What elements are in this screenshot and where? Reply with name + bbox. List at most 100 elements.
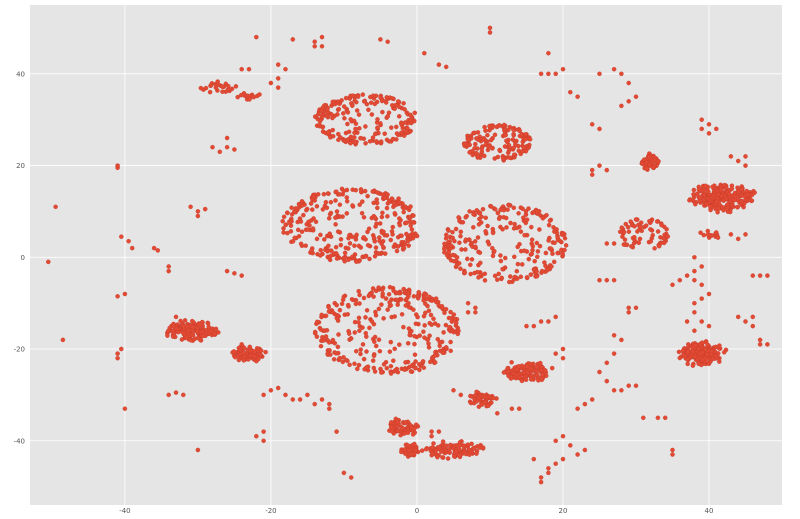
data-point <box>298 219 304 224</box>
data-point <box>491 395 496 401</box>
data-point <box>357 292 362 298</box>
data-point <box>670 447 675 453</box>
data-point <box>697 195 703 201</box>
data-point <box>408 112 413 118</box>
data-point <box>220 84 225 90</box>
data-point <box>511 127 516 132</box>
data-point <box>325 249 330 254</box>
data-point <box>312 39 317 44</box>
data-point <box>369 319 375 324</box>
data-point <box>699 319 704 324</box>
data-point <box>397 216 402 221</box>
data-point <box>402 447 408 452</box>
data-point <box>373 313 379 318</box>
data-point <box>443 306 449 312</box>
data-point <box>524 275 530 280</box>
data-point <box>757 342 763 347</box>
data-point <box>333 215 338 220</box>
data-point <box>290 37 296 42</box>
data-point <box>487 30 493 35</box>
data-point <box>359 210 365 216</box>
data-point <box>474 389 479 395</box>
data-point <box>516 406 522 411</box>
data-point <box>411 213 416 218</box>
data-point <box>337 192 342 197</box>
data-point <box>727 209 733 215</box>
data-point <box>376 285 381 290</box>
data-point <box>414 233 420 239</box>
data-point <box>326 243 331 249</box>
data-point <box>398 432 403 438</box>
data-point <box>471 211 476 217</box>
data-point <box>385 201 391 206</box>
data-point <box>633 305 639 311</box>
data-point <box>389 96 395 101</box>
data-point <box>283 392 288 398</box>
data-point <box>401 133 407 138</box>
data-point <box>413 448 419 453</box>
data-point <box>371 235 377 241</box>
data-point <box>348 336 354 341</box>
data-point <box>476 275 481 280</box>
data-point <box>506 142 512 148</box>
data-point <box>320 207 326 212</box>
data-point <box>155 248 161 253</box>
data-point <box>538 479 544 485</box>
data-point <box>251 94 256 100</box>
data-point <box>490 245 495 251</box>
data-point <box>416 362 422 367</box>
data-point <box>329 112 334 117</box>
data-point <box>516 211 521 216</box>
data-point <box>239 342 244 347</box>
data-point <box>538 360 543 366</box>
data-point <box>517 127 522 133</box>
data-point <box>314 204 320 209</box>
data-point <box>403 129 409 134</box>
data-point <box>512 274 518 280</box>
data-point <box>151 245 157 251</box>
data-point <box>451 329 457 335</box>
data-point <box>408 223 413 228</box>
data-point <box>451 388 456 393</box>
data-point <box>735 236 741 242</box>
data-point <box>450 252 456 258</box>
data-point <box>399 449 404 455</box>
data-point <box>403 360 408 365</box>
data-point <box>492 273 498 279</box>
data-point <box>354 232 359 238</box>
data-point <box>334 315 340 321</box>
data-point <box>332 340 338 346</box>
data-point <box>648 239 654 244</box>
data-point <box>380 109 385 115</box>
data-point <box>465 310 471 315</box>
data-point <box>479 146 485 151</box>
data-point <box>412 341 417 347</box>
data-point <box>467 452 472 457</box>
data-point <box>388 237 394 243</box>
data-point <box>371 93 376 98</box>
data-point <box>275 76 281 81</box>
data-point <box>440 439 446 444</box>
data-point <box>633 94 639 99</box>
data-point <box>487 128 492 133</box>
data-point <box>408 452 413 457</box>
data-point <box>195 213 201 219</box>
data-point <box>318 343 324 349</box>
data-point <box>684 357 690 362</box>
data-point <box>435 336 441 342</box>
data-point <box>496 271 501 277</box>
data-point <box>454 449 459 454</box>
data-point <box>469 441 474 447</box>
data-point <box>521 145 527 151</box>
data-point <box>365 242 371 248</box>
data-point <box>555 250 560 256</box>
data-point <box>370 135 376 140</box>
data-point <box>318 247 323 253</box>
data-point <box>466 447 472 453</box>
data-point <box>356 288 361 294</box>
data-point <box>268 388 274 393</box>
data-point <box>318 327 324 332</box>
data-point <box>515 261 521 267</box>
data-point <box>458 233 463 239</box>
